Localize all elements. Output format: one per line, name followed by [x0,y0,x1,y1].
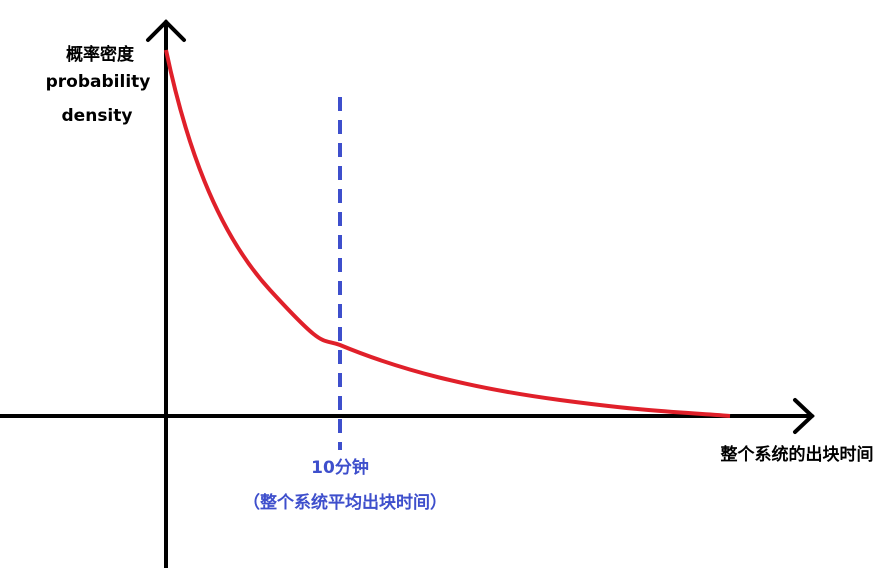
y-axis-label: density [62,106,133,126]
y-axis-label: probability [46,72,151,92]
y-axis-arrow [146,19,186,42]
marker-label: 10分钟 [311,457,369,478]
axes [0,19,815,570]
y-axis-label: 概率密度 [66,44,135,65]
density-curve [164,49,731,418]
marker-label: （整个系统平均出块时间） [243,492,447,513]
x-axis-arrow [793,398,815,434]
x-axis-label: 整个系统的出块时间 [721,444,874,465]
